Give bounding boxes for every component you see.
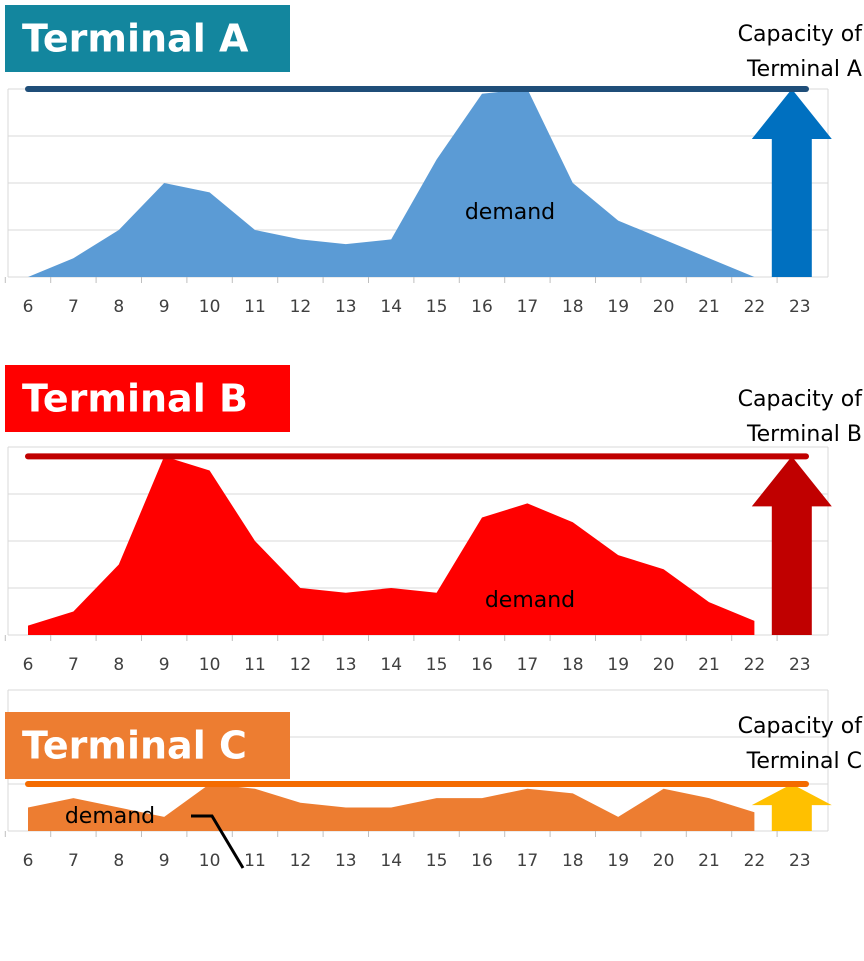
capacity-label: Capacity of bbox=[738, 714, 864, 739]
demand-area bbox=[28, 784, 755, 831]
x-tick-label: 9 bbox=[159, 851, 170, 871]
x-tick-label: 22 bbox=[744, 297, 766, 317]
x-tick-label: 11 bbox=[244, 297, 266, 317]
x-tick-label: 17 bbox=[517, 851, 539, 871]
x-tick-label: 17 bbox=[517, 655, 539, 675]
x-tick-label: 21 bbox=[698, 297, 720, 317]
x-tick-label: 19 bbox=[607, 851, 629, 871]
demand-label: demand bbox=[485, 588, 575, 613]
x-tick-label: 16 bbox=[471, 297, 493, 317]
x-tick-label: 21 bbox=[698, 851, 720, 871]
capacity-arrow bbox=[751, 89, 832, 277]
demand-label: demand bbox=[465, 200, 555, 225]
capacity-arrow bbox=[751, 784, 832, 831]
x-tick-label: 14 bbox=[380, 851, 402, 871]
x-tick-label: 13 bbox=[335, 655, 357, 675]
x-tick-label: 11 bbox=[244, 655, 266, 675]
x-tick-label: 10 bbox=[199, 297, 221, 317]
x-tick-label: 15 bbox=[426, 851, 448, 871]
capacity-label: Terminal A bbox=[746, 57, 862, 82]
x-tick-label: 7 bbox=[68, 851, 79, 871]
x-tick-label: 12 bbox=[290, 851, 312, 871]
x-tick-label: 14 bbox=[380, 297, 402, 317]
x-tick-label: 8 bbox=[113, 655, 124, 675]
x-tick-label: 23 bbox=[789, 851, 811, 871]
x-tick-label: 19 bbox=[607, 655, 629, 675]
demand-area bbox=[28, 89, 755, 277]
x-tick-label: 19 bbox=[607, 297, 629, 317]
capacity-label: Terminal B bbox=[746, 422, 862, 447]
x-tick-label: 6 bbox=[23, 297, 34, 317]
capacity-arrow bbox=[751, 456, 832, 635]
x-tick-label: 8 bbox=[113, 297, 124, 317]
x-tick-label: 10 bbox=[199, 655, 221, 675]
x-tick-label: 21 bbox=[698, 655, 720, 675]
x-tick-label: 7 bbox=[68, 655, 79, 675]
x-tick-label: 7 bbox=[68, 297, 79, 317]
capacity-label: Capacity of bbox=[738, 387, 864, 412]
x-tick-label: 20 bbox=[653, 297, 675, 317]
chart-title: Terminal C bbox=[22, 724, 247, 768]
x-tick-label: 17 bbox=[517, 297, 539, 317]
x-tick-label: 18 bbox=[562, 655, 584, 675]
x-tick-label: 22 bbox=[744, 851, 766, 871]
chart-title: Terminal B bbox=[22, 377, 248, 421]
x-tick-label: 22 bbox=[744, 655, 766, 675]
x-tick-label: 12 bbox=[290, 297, 312, 317]
x-tick-label: 20 bbox=[653, 851, 675, 871]
leader-line bbox=[191, 814, 245, 869]
demand-area bbox=[28, 456, 755, 635]
title-box bbox=[5, 712, 290, 779]
x-tick-label: 13 bbox=[335, 297, 357, 317]
x-tick-label: 16 bbox=[471, 851, 493, 871]
x-tick-label: 9 bbox=[159, 655, 170, 675]
x-tick-label: 16 bbox=[471, 655, 493, 675]
demand-label: demand bbox=[65, 804, 155, 829]
x-tick-label: 6 bbox=[23, 851, 34, 871]
x-tick-label: 14 bbox=[380, 655, 402, 675]
capacity-label: Capacity of bbox=[738, 22, 864, 47]
x-tick-label: 8 bbox=[113, 851, 124, 871]
x-tick-label: 18 bbox=[562, 297, 584, 317]
x-tick-label: 23 bbox=[789, 297, 811, 317]
x-tick-label: 10 bbox=[199, 851, 221, 871]
x-tick-label: 6 bbox=[23, 655, 34, 675]
x-tick-label: 12 bbox=[290, 655, 312, 675]
x-tick-label: 13 bbox=[335, 851, 357, 871]
x-tick-label: 9 bbox=[159, 297, 170, 317]
chart-title: Terminal A bbox=[22, 17, 249, 61]
title-box bbox=[5, 365, 290, 432]
x-tick-label: 15 bbox=[426, 297, 448, 317]
capacity-label: Terminal C bbox=[746, 749, 862, 774]
title-box bbox=[5, 5, 290, 72]
x-tick-label: 23 bbox=[789, 655, 811, 675]
x-tick-label: 20 bbox=[653, 655, 675, 675]
x-tick-label: 11 bbox=[244, 851, 266, 871]
x-tick-label: 15 bbox=[426, 655, 448, 675]
x-tick-label: 18 bbox=[562, 851, 584, 871]
